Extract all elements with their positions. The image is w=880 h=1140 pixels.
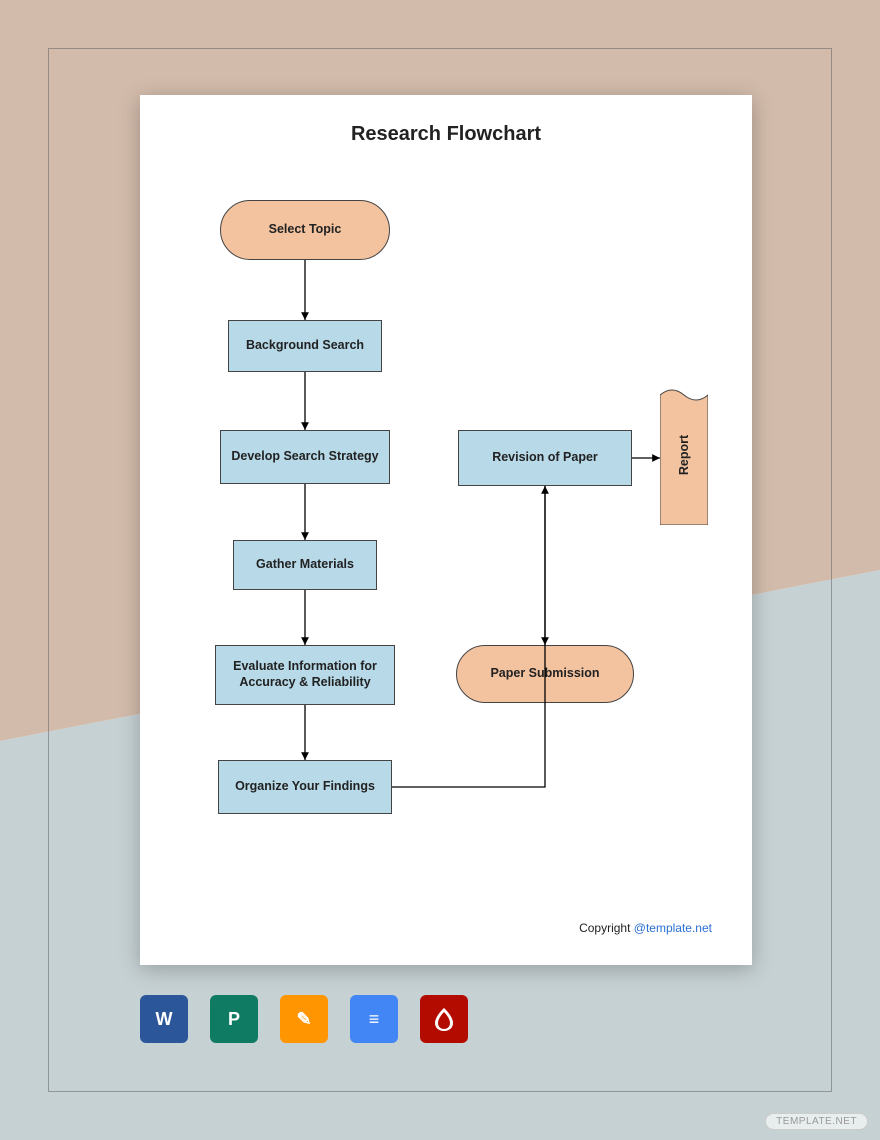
- flowchart-node-select: Select Topic: [220, 200, 390, 260]
- format-icon-word[interactable]: W: [140, 995, 188, 1043]
- flowchart-node-submit: Paper Submission: [456, 645, 634, 703]
- format-icon-publisher[interactable]: P: [210, 995, 258, 1043]
- copyright-prefix: Copyright: [579, 921, 634, 935]
- copyright-text: Copyright @template.net: [579, 921, 712, 935]
- copyright-link[interactable]: @template.net: [634, 921, 712, 935]
- flowchart-node-gather: Gather Materials: [233, 540, 377, 590]
- format-icon-gdocs[interactable]: ≡: [350, 995, 398, 1043]
- format-icon-pages[interactable]: ✎: [280, 995, 328, 1043]
- flowchart-node-bg: Background Search: [228, 320, 382, 372]
- flowchart-edge: [392, 486, 545, 787]
- flowchart-node-revision: Revision of Paper: [458, 430, 632, 486]
- format-icons-row: WP ✎ ≡: [140, 995, 468, 1043]
- page-title: Research Flowchart: [140, 123, 752, 146]
- flowchart-node-organize: Organize Your Findings: [218, 760, 392, 814]
- watermark-badge: TEMPLATE.NET: [765, 1113, 868, 1130]
- format-icon-pdf[interactable]: [420, 995, 468, 1043]
- flowchart-node-strategy: Develop Search Strategy: [220, 430, 390, 484]
- flowchart-node-evaluate: Evaluate Information for Accuracy & Reli…: [215, 645, 395, 705]
- flowchart-node-report: Report: [660, 385, 708, 525]
- flowchart-node-label: Report: [614, 431, 754, 479]
- document-page: Research Flowchart Select Topic Backgroun…: [140, 95, 752, 965]
